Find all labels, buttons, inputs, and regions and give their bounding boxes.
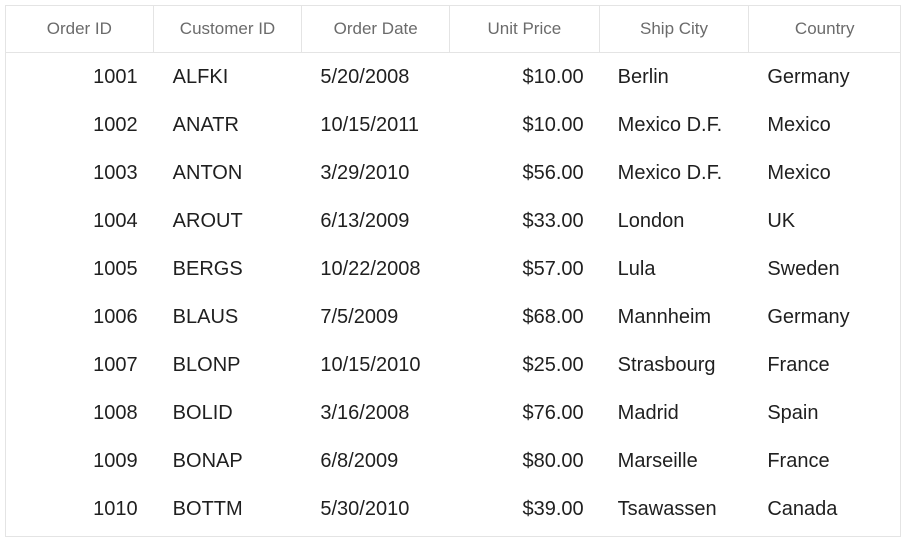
order-id-cell[interactable]: 1009 [93, 449, 138, 472]
country-cell[interactable]: UK [767, 209, 796, 232]
unit-price-cell[interactable]: $76.00 [522, 401, 584, 424]
unit-price-cell[interactable]: $80.00 [522, 449, 584, 472]
order-date-cell[interactable]: 10/15/2011 [320, 113, 419, 136]
table-row[interactable]: 1005 BERGS 10/22/2008 $57.00 Lula Sweden [6, 245, 900, 293]
unit-price-cell[interactable]: $10.00 [522, 113, 584, 136]
order-date-cell[interactable]: 3/29/2010 [320, 161, 410, 184]
order-date-cell[interactable]: 6/13/2009 [320, 209, 410, 232]
table-row[interactable]: 1004 AROUT 6/13/2009 $33.00 London UK [6, 197, 900, 245]
order-date-cell[interactable]: 3/16/2008 [320, 401, 410, 424]
ship-city-cell[interactable]: Tsawassen [617, 497, 717, 520]
unit-price-cell[interactable]: $57.00 [522, 257, 584, 280]
order-date-cell[interactable]: 10/22/2008 [320, 257, 421, 280]
unit-price-cell[interactable]: $56.00 [522, 161, 584, 184]
unit-price-cell[interactable]: $33.00 [522, 209, 584, 232]
unit-price-cell[interactable]: $10.00 [522, 65, 584, 88]
customer-id-cell[interactable]: BLAUS [172, 305, 239, 328]
ship-city-cell[interactable]: Mannheim [617, 305, 712, 328]
country-cell[interactable]: Mexico [767, 113, 831, 136]
table-row[interactable]: 1007 BLONP 10/15/2010 $25.00 Strasbourg Franc… [6, 341, 900, 389]
order-id-cell[interactable]: 1007 [93, 353, 138, 376]
customer-id-cell[interactable]: ANTON [172, 161, 243, 184]
unit-price-cell[interactable]: $25.00 [522, 353, 584, 376]
order-id-cell[interactable]: 1003 [93, 161, 138, 184]
order-date-cell[interactable]: 5/20/2008 [320, 65, 410, 88]
ship-city-cell[interactable]: Lula [617, 257, 656, 280]
country-cell[interactable]: France [767, 353, 830, 376]
table-row[interactable]: 1003 ANTON 3/29/2010 $56.00 Mexico D.F. Mexic… [6, 149, 900, 197]
ship-city-cell[interactable]: London [617, 209, 685, 232]
order-id-cell[interactable]: 1004 [93, 209, 138, 232]
order-date-cell[interactable]: 10/15/2010 [320, 353, 421, 376]
country-cell[interactable]: France [767, 449, 830, 472]
customer-id-cell[interactable]: AROUT [172, 209, 243, 232]
customer-id-cell[interactable]: BOLID [172, 401, 233, 424]
grid-body: 1001 ALFKI 5/20/2008 $10.00 Berlin Germany 100… [6, 53, 900, 533]
customer-id-cell[interactable]: BONAP [172, 449, 243, 472]
column-header-ship-city[interactable]: Ship City [600, 6, 750, 52]
ship-city-cell[interactable]: Madrid [617, 401, 679, 424]
column-header-customer-id[interactable]: Customer ID [154, 6, 303, 52]
order-id-cell[interactable]: 1010 [93, 497, 138, 520]
ship-city-cell[interactable]: Strasbourg [617, 353, 716, 376]
customer-id-cell[interactable]: ALFKI [172, 65, 229, 88]
table-row[interactable]: 1008 BOLID 3/16/2008 $76.00 Madrid Spain [6, 389, 900, 437]
order-date-cell[interactable]: 6/8/2009 [320, 449, 399, 472]
country-cell[interactable]: Spain [767, 401, 819, 424]
column-header-unit-price[interactable]: Unit Price [450, 6, 600, 52]
table-row[interactable]: 1001 ALFKI 5/20/2008 $10.00 Berlin Germany [6, 53, 900, 101]
order-id-cell[interactable]: 1005 [93, 257, 138, 280]
ship-city-cell[interactable]: Marseille [617, 449, 698, 472]
unit-price-cell[interactable]: $39.00 [522, 497, 584, 520]
order-id-cell[interactable]: 1002 [93, 113, 138, 136]
customer-id-cell[interactable]: BLONP [172, 353, 241, 376]
column-header-order-date[interactable]: Order Date [302, 6, 451, 52]
country-cell[interactable]: Germany [767, 305, 850, 328]
column-header-country[interactable]: Country [794, 19, 855, 38]
country-cell[interactable]: Sweden [767, 257, 840, 280]
customer-id-cell[interactable]: BOTTM [172, 497, 243, 520]
unit-price-cell[interactable]: $68.00 [522, 305, 584, 328]
table-row[interactable]: 1010 BOTTM 5/30/2010 $39.00 Tsawassen Canada [6, 485, 900, 533]
order-date-cell[interactable]: 7/5/2009 [320, 305, 399, 328]
ship-city-cell[interactable]: Mexico D.F. [617, 113, 723, 136]
country-cell[interactable]: Mexico [767, 161, 831, 184]
column-header-order-id[interactable]: Order ID [6, 6, 154, 52]
table-row[interactable]: 1009 BONAP 6/8/2009 $80.00 Marseille France [6, 437, 900, 485]
country-cell[interactable]: Canada [767, 497, 838, 520]
customer-id-cell[interactable]: BERGS [172, 257, 243, 280]
ship-city-cell[interactable]: Mexico D.F. [617, 161, 723, 184]
table-row[interactable]: 1006 BLAUS 7/5/2009 $68.00 Mannheim Germany [6, 293, 900, 341]
order-id-cell[interactable]: 1006 [93, 305, 138, 328]
order-id-cell[interactable]: 1001 [93, 65, 138, 88]
customer-id-cell[interactable]: ANATR [172, 113, 239, 136]
order-date-cell[interactable]: 5/30/2010 [320, 497, 410, 520]
table-row[interactable]: 1002 ANATR 10/15/2011 $10.00 Mexico D.F. Mexi… [6, 101, 900, 149]
data-grid: Order ID Customer ID Order Date Unit Pri… [5, 5, 901, 537]
order-id-cell[interactable]: 1008 [93, 401, 138, 424]
country-cell[interactable]: Germany [767, 65, 850, 88]
header-row: Order ID Customer ID Order Date Unit Pri… [6, 6, 900, 53]
ship-city-cell[interactable]: Berlin [617, 65, 669, 88]
